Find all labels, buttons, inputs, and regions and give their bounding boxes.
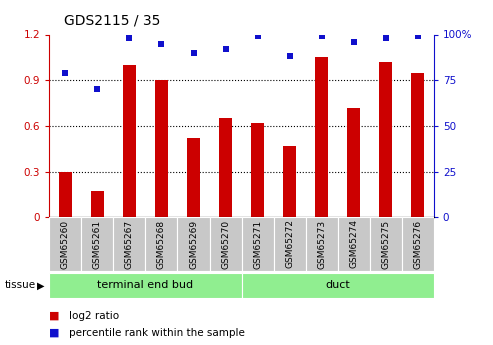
Bar: [210, 217, 242, 271]
Text: percentile rank within the sample: percentile rank within the sample: [69, 328, 245, 338]
Bar: [306, 217, 338, 271]
Bar: [49, 273, 242, 298]
Text: log2 ratio: log2 ratio: [69, 311, 119, 321]
Text: GSM65276: GSM65276: [413, 219, 423, 269]
Bar: [370, 217, 402, 271]
Point: [221, 46, 229, 52]
Point: [317, 33, 325, 39]
Bar: [380, 62, 392, 217]
Text: GSM65272: GSM65272: [285, 219, 294, 268]
Bar: [283, 146, 296, 217]
Bar: [155, 80, 168, 217]
Text: GSM65273: GSM65273: [317, 219, 326, 269]
Text: ■: ■: [49, 328, 60, 338]
Bar: [91, 191, 104, 217]
Text: ■: ■: [49, 311, 60, 321]
Text: tissue: tissue: [5, 280, 36, 290]
Point: [94, 87, 102, 92]
Bar: [145, 217, 177, 271]
Point: [61, 70, 69, 76]
Bar: [242, 217, 274, 271]
Bar: [219, 118, 232, 217]
Point: [157, 41, 165, 46]
Bar: [49, 217, 81, 271]
Bar: [251, 123, 264, 217]
Text: GSM65274: GSM65274: [349, 219, 358, 268]
Bar: [347, 108, 360, 217]
Bar: [123, 65, 136, 217]
Bar: [411, 72, 424, 217]
Text: duct: duct: [325, 280, 350, 290]
Text: GSM65268: GSM65268: [157, 219, 166, 269]
Point: [286, 54, 294, 59]
Text: terminal end bud: terminal end bud: [98, 280, 193, 290]
Bar: [315, 57, 328, 217]
Point: [253, 33, 261, 39]
Bar: [187, 138, 200, 217]
Text: GDS2115 / 35: GDS2115 / 35: [64, 14, 160, 28]
Point: [189, 50, 197, 56]
Text: GSM65275: GSM65275: [381, 219, 390, 269]
Bar: [177, 217, 210, 271]
Point: [350, 39, 357, 45]
Bar: [113, 217, 145, 271]
Text: GSM65267: GSM65267: [125, 219, 134, 269]
Text: GSM65269: GSM65269: [189, 219, 198, 269]
Bar: [402, 217, 434, 271]
Text: GSM65260: GSM65260: [61, 219, 70, 269]
Text: GSM65271: GSM65271: [253, 219, 262, 269]
Text: GSM65270: GSM65270: [221, 219, 230, 269]
Point: [382, 36, 389, 41]
Bar: [81, 217, 113, 271]
Text: ▶: ▶: [37, 280, 44, 290]
Bar: [274, 217, 306, 271]
Text: GSM65261: GSM65261: [93, 219, 102, 269]
Bar: [59, 171, 72, 217]
Bar: [242, 273, 434, 298]
Point: [125, 36, 133, 41]
Bar: [338, 217, 370, 271]
Point: [414, 33, 422, 39]
